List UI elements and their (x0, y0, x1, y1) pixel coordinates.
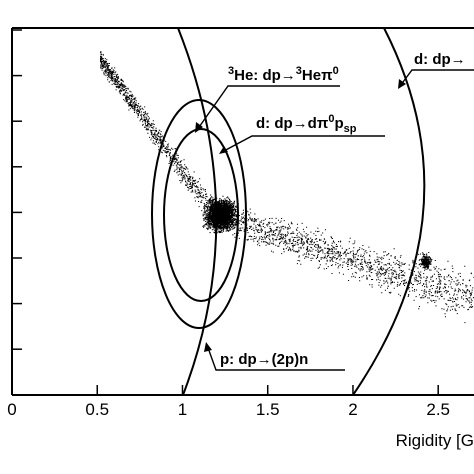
scatter-cloud (100, 51, 474, 324)
annotation: d: dp→dπ0psp (256, 113, 357, 135)
he3-ellipse (151, 99, 247, 329)
y-ticks (12, 29, 22, 396)
x-tick-label: 0.5 (85, 400, 109, 419)
frame (11, 27, 474, 396)
annotation: p: dp→(2p)n (220, 351, 308, 368)
x-tick-label: 1 (178, 400, 187, 419)
arrowheads (195, 79, 406, 352)
x-tick-label: 0 (7, 400, 16, 419)
p-curve (177, 27, 218, 396)
curves (151, 27, 426, 396)
x-tick-label: 2.5 (426, 400, 450, 419)
annotation: d: dp→ (414, 51, 466, 68)
x-tick-label: 2 (348, 400, 357, 419)
x-axis-label: Rigidity [G (396, 431, 474, 450)
d-ellipse (163, 128, 239, 302)
leaders (196, 69, 474, 371)
x-tick-label: 1.5 (256, 400, 280, 419)
event-dots (100, 51, 474, 324)
annotation: 3He: dp→3Heπ0 (228, 65, 339, 84)
d-curve (352, 27, 426, 396)
